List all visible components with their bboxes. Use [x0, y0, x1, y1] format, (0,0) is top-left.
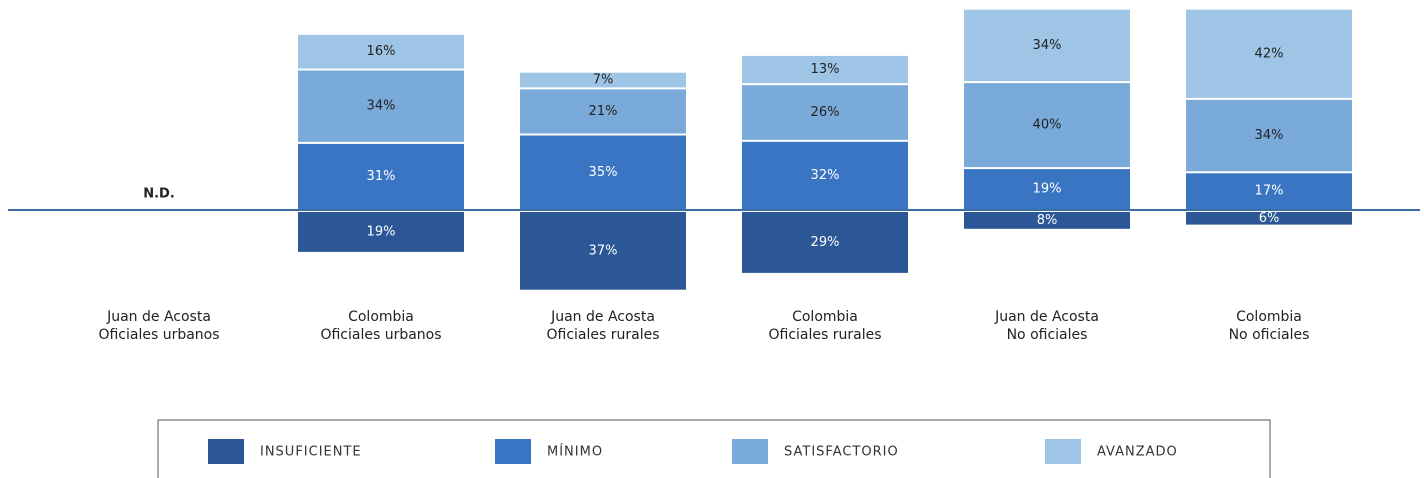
legend-swatch: [208, 439, 244, 464]
data-label: 42%: [1255, 46, 1284, 61]
data-label: 34%: [367, 99, 396, 114]
legend-box: [157, 419, 1271, 478]
legend-swatch: [732, 439, 768, 464]
x-tick-label: Colombia Oficiales rurales: [768, 309, 882, 343]
bar-segment: [298, 143, 464, 209]
bar-segment: [520, 72, 686, 88]
x-tick-label: Juan de Acosta No oficiales: [995, 309, 1099, 343]
x-tick-label: Juan de Acosta Oficiales urbanos: [98, 309, 220, 343]
data-label: 40%: [1033, 118, 1062, 133]
bar-segment: [964, 212, 1130, 229]
data-label: 17%: [1255, 184, 1284, 199]
data-label: 19%: [1033, 182, 1062, 197]
legend-label: INSUFICIENTE: [260, 445, 362, 460]
legend-swatch: [495, 439, 531, 464]
data-label: 21%: [589, 104, 618, 119]
bar-segment: [298, 34, 464, 69]
annotation: N.D.: [143, 187, 175, 202]
legend-label: MÍNIMO: [547, 444, 603, 460]
bar-segment: [1186, 212, 1352, 225]
bar-segment: [1186, 99, 1352, 172]
bar-segment: [742, 85, 908, 140]
bar-segment: [298, 70, 464, 142]
bar-segment: [742, 212, 908, 273]
data-label: 26%: [811, 105, 840, 120]
bar-segment: [1186, 9, 1352, 98]
legend-label: AVANZADO: [1097, 445, 1178, 460]
data-label: 34%: [1033, 38, 1062, 53]
data-label: 34%: [1255, 128, 1284, 143]
data-label: 35%: [589, 165, 618, 180]
data-label: 19%: [367, 224, 396, 239]
x-tick-label: Juan de Acosta Oficiales rurales: [546, 309, 660, 343]
bar-segment: [742, 55, 908, 84]
data-label: 6%: [1259, 211, 1280, 226]
legend-swatch: [1045, 439, 1081, 464]
data-label: 7%: [593, 73, 614, 88]
bar-segment: [964, 9, 1130, 82]
bar-segment: [520, 135, 686, 209]
bar-segment: [520, 89, 686, 134]
data-label: 29%: [811, 235, 840, 250]
data-label: 31%: [367, 169, 396, 184]
data-label: 16%: [367, 44, 396, 59]
bar-segment: [742, 141, 908, 209]
bar-segment: [1186, 173, 1352, 209]
bar-segment: [298, 212, 464, 252]
x-tick-label: Colombia No oficiales: [1228, 309, 1310, 343]
legend-label: SATISFACTORIO: [784, 445, 899, 460]
data-label: 13%: [811, 62, 840, 77]
data-label: 8%: [1037, 213, 1058, 228]
data-label: 32%: [811, 168, 840, 183]
x-tick-label: Colombia Oficiales urbanos: [320, 309, 442, 343]
bar-segment: [964, 169, 1130, 209]
bar-segment: [520, 212, 686, 290]
data-label: 37%: [589, 243, 618, 258]
bar-segment: [964, 83, 1130, 168]
